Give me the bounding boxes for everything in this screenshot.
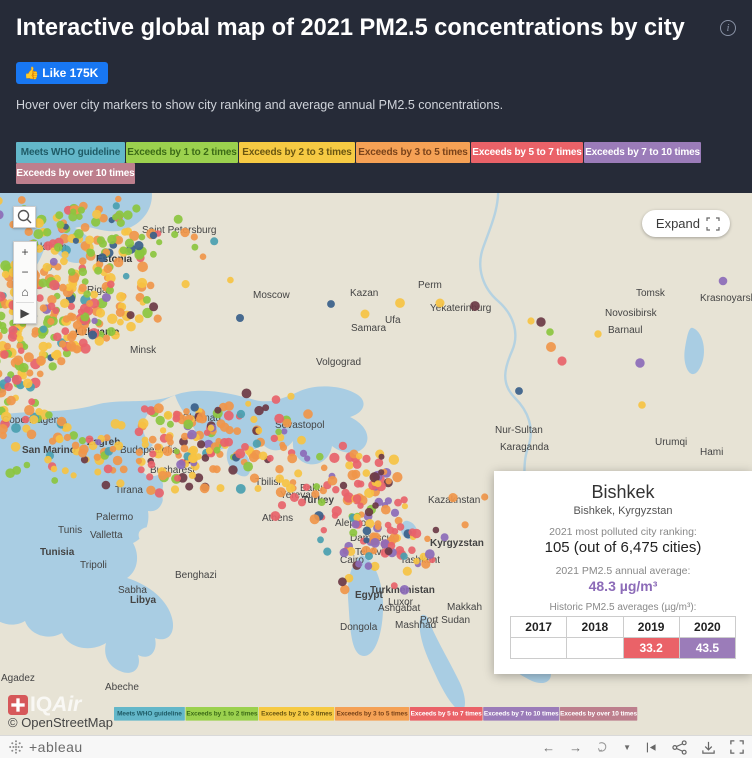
svg-text:Nur-Sultan: Nur-Sultan	[495, 425, 543, 436]
svg-text:Ufa: Ufa	[385, 315, 401, 326]
svg-text:Tunisia: Tunisia	[40, 547, 75, 558]
svg-text:Perm: Perm	[418, 280, 442, 291]
svg-text:Kazan: Kazan	[350, 288, 378, 299]
svg-text:Ashgabat: Ashgabat	[378, 603, 420, 614]
svg-text:Barnaul: Barnaul	[608, 325, 642, 336]
svg-text:Novosibirsk: Novosibirsk	[605, 308, 658, 319]
svg-text:Hami: Hami	[700, 447, 723, 458]
svg-text:Agadez: Agadez	[1, 673, 35, 684]
svg-text:Volgograd: Volgograd	[316, 357, 361, 368]
svg-text:Mashhad: Mashhad	[395, 620, 436, 631]
svg-text:Urumqi: Urumqi	[655, 437, 687, 448]
svg-text:Libya: Libya	[130, 595, 157, 606]
svg-text:Kyrgyzstan: Kyrgyzstan	[430, 538, 484, 549]
svg-text:Tunis: Tunis	[58, 525, 82, 536]
svg-text:Tomsk: Tomsk	[636, 288, 666, 299]
svg-text:Valletta: Valletta	[90, 530, 123, 541]
svg-text:Sabha: Sabha	[118, 585, 147, 596]
svg-text:Makkah: Makkah	[447, 602, 482, 613]
svg-text:Krasnoyarsk: Krasnoyarsk	[700, 293, 752, 304]
svg-text:Dongola: Dongola	[340, 622, 378, 633]
svg-text:Tripoli: Tripoli	[80, 560, 107, 571]
svg-text:Bucharest: Bucharest	[150, 465, 195, 476]
svg-text:Samara: Samara	[351, 323, 386, 334]
svg-text:Benghazi: Benghazi	[175, 570, 217, 581]
svg-text:Palermo: Palermo	[96, 512, 134, 523]
svg-text:Karaganda: Karaganda	[500, 442, 549, 453]
svg-text:Moscow: Moscow	[253, 290, 290, 301]
svg-text:Minsk: Minsk	[130, 345, 157, 356]
svg-text:Abeche: Abeche	[105, 682, 139, 693]
